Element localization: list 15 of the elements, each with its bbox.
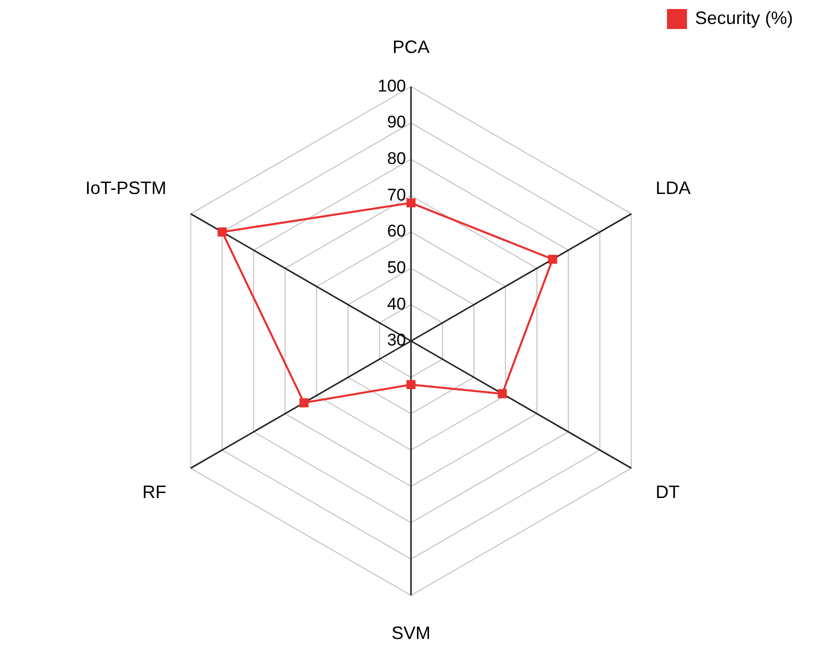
spoke-label: SVM <box>391 623 431 644</box>
y-tick-label: 30 <box>387 330 406 350</box>
y-tick-label: 60 <box>387 222 406 241</box>
spoke-label: DT <box>656 482 680 502</box>
y-tick-label: 40 <box>387 294 406 314</box>
y-tick-label: 80 <box>387 148 406 168</box>
y-tick-label: 100 <box>378 76 406 96</box>
spoke-label: IoT-PSTM <box>85 178 166 198</box>
legend-label: Security (%) <box>694 8 793 28</box>
spoke-label: RF <box>142 482 166 502</box>
y-tick-label: 50 <box>387 258 406 277</box>
y-tick-label: 90 <box>387 112 406 132</box>
spoke-label: PCA <box>392 36 430 57</box>
spoke-label: LDA <box>656 178 691 198</box>
y-tick-label: 70 <box>387 185 406 204</box>
